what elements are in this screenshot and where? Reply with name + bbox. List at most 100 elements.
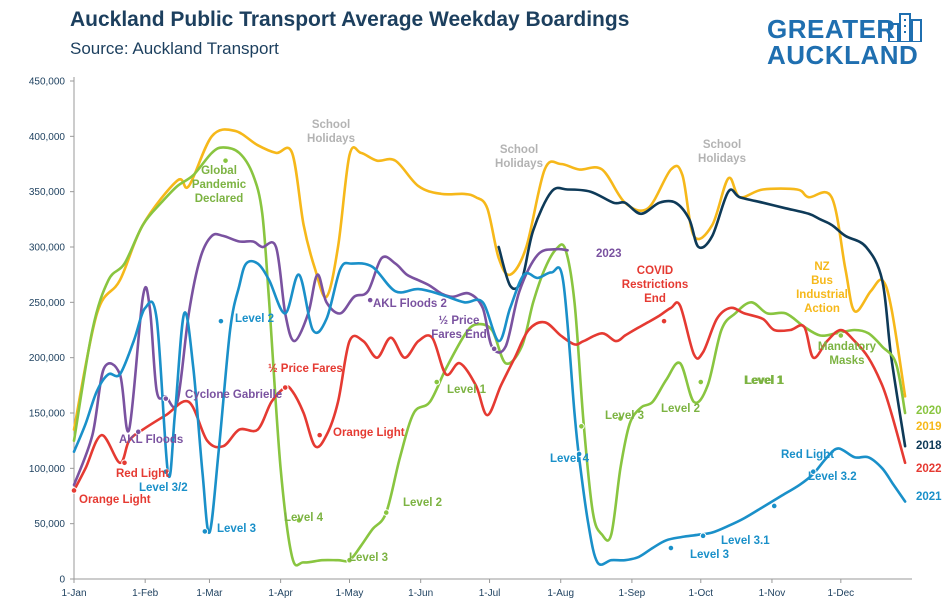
- event-marker-2021: [809, 468, 817, 475]
- event-marker-2022: [281, 384, 289, 391]
- annotation-label: Level 3.2: [808, 471, 857, 483]
- x-tick-label: 1-Feb: [132, 588, 159, 599]
- annotation-label: Mandatory Masks: [818, 341, 877, 367]
- annotation-label: Cyclone Gabrielle: [185, 389, 282, 401]
- event-marker-2022: [316, 431, 323, 439]
- y-tick-label: 250,000: [29, 298, 66, 309]
- annotation-label: Level 2: [235, 313, 274, 325]
- series-label-2018: 2018: [916, 440, 942, 452]
- x-tick-label: 1-Jan: [61, 588, 86, 599]
- annotation-label: Level 2: [661, 403, 700, 415]
- annotation-label: Level 1: [744, 375, 784, 387]
- annotation-label: AKL Floods 2: [373, 298, 447, 310]
- annotation-label: Level 3/2: [139, 482, 188, 494]
- y-tick-label: 0: [59, 575, 65, 586]
- event-marker-2021: [217, 317, 225, 325]
- event-marker-2021: [699, 532, 707, 540]
- x-tick-label: 1-Apr: [268, 588, 293, 599]
- x-tick-label: 1-Jun: [408, 588, 433, 599]
- y-tick-label: 350,000: [29, 187, 66, 198]
- annotation-label: Orange Light: [79, 494, 151, 506]
- event-marker-2021: [575, 450, 583, 458]
- annotation-label: Orange Light: [333, 427, 405, 439]
- annotation-label: NZ Bus Industrial Action: [796, 261, 848, 315]
- x-tick-label: 1-Nov: [759, 588, 786, 599]
- annotation-label: Level 3: [349, 552, 388, 564]
- y-tick-label: 50,000: [34, 519, 65, 530]
- event-marker-2021: [770, 502, 778, 510]
- x-tick-label: 1-Dec: [827, 588, 854, 599]
- series-line-2019: [72, 128, 907, 431]
- skyline-icon: [888, 13, 922, 42]
- annotation-label: Level 3: [605, 410, 644, 422]
- annotation-label: AKL Floods: [119, 434, 183, 446]
- event-marker-2020: [222, 157, 229, 164]
- annotation-label: Level 4: [550, 453, 590, 465]
- series-line-2021: [72, 259, 907, 566]
- y-tick-label: 150,000: [29, 409, 66, 420]
- event-marker-2022: [660, 317, 668, 325]
- event-marker-2020: [433, 378, 441, 386]
- annotation-label: School Holidays: [495, 144, 543, 170]
- annotation-label: Level 1: [745, 375, 785, 387]
- event-marker-2022: [121, 459, 128, 467]
- event-marker-2020: [382, 509, 390, 516]
- y-tick-label: 300,000: [29, 243, 66, 254]
- event-marker-2021: [162, 468, 170, 475]
- annotation-label: Level 3.1: [721, 535, 770, 547]
- y-tick-label: 450,000: [29, 77, 66, 88]
- annotation-label: Red Light: [116, 468, 169, 480]
- annotation-label: School Holidays: [698, 139, 746, 165]
- x-tick-label: 1-Sep: [619, 588, 646, 599]
- y-tick-label: 200,000: [29, 353, 66, 364]
- event-markers: [70, 157, 845, 564]
- x-tick-label: 1-Mar: [196, 588, 223, 599]
- event-marker-2022: [70, 487, 78, 494]
- event-marker-2020: [346, 556, 353, 564]
- annotation-label: ½ Price Fares: [268, 363, 343, 375]
- logo-line-1: GREATER: [767, 14, 896, 44]
- event-marker-2023: [134, 428, 142, 436]
- annotation-label: COVID Restrictions End: [622, 265, 688, 305]
- event-marker-2023: [162, 395, 170, 402]
- y-tick-label: 100,000: [29, 464, 66, 475]
- series-line-2020: [72, 146, 907, 567]
- annotation-label: Level 2: [403, 497, 442, 509]
- event-marker-2020: [837, 332, 845, 339]
- series-line-2023: [72, 232, 569, 487]
- x-tick-label: 1-Jul: [479, 588, 501, 599]
- series-line-2018: [497, 186, 907, 448]
- x-tick-label: 1-Oct: [689, 588, 714, 599]
- series-label-2022: 2022: [916, 463, 942, 475]
- series-label-2023: 2023: [596, 248, 622, 260]
- annotation-label: ½ Price Fares End: [431, 315, 487, 341]
- axes: 0 50,000 100,000 150,000 200,000 250,000 300,0…: [29, 77, 912, 599]
- y-tick-label: 400,000: [29, 132, 66, 143]
- event-marker-2020: [617, 415, 624, 422]
- series-lines: [72, 128, 907, 567]
- event-marker-2020: [697, 378, 705, 386]
- annotation-label: Global Pandemic Declared: [192, 165, 247, 205]
- annotation-label: Level 3: [217, 523, 256, 535]
- annotation-labels: School Holidays School Holidays School Holida…: [79, 119, 942, 564]
- annotation-label: Level 1: [447, 384, 487, 396]
- greater-auckland-logo: GREATER AUCKLAND: [767, 12, 935, 68]
- series-label-2019: 2019: [916, 421, 942, 433]
- event-marker-2023: [490, 345, 498, 353]
- annotation-label: School Holidays: [307, 119, 355, 145]
- annotation-label: Red Light: [781, 449, 834, 461]
- series-label-2021: 2021: [916, 491, 942, 503]
- event-marker-2020: [578, 422, 585, 430]
- annotation-label: Level 4: [284, 512, 324, 524]
- logo-line-2: AUCKLAND: [767, 40, 919, 70]
- chart-title: Auckland Public Transport Average Weekda…: [70, 8, 630, 31]
- event-marker-2023: [366, 296, 374, 304]
- chart-subtitle: Source: Auckland Transport: [70, 39, 279, 58]
- series-label-2020: 2020: [916, 405, 942, 417]
- event-marker-2021: [667, 544, 675, 552]
- series-line-2022: [72, 301, 907, 492]
- x-tick-label: 1-May: [336, 588, 364, 599]
- annotation-label: Level 3: [690, 549, 729, 561]
- event-marker-2020: [295, 517, 303, 524]
